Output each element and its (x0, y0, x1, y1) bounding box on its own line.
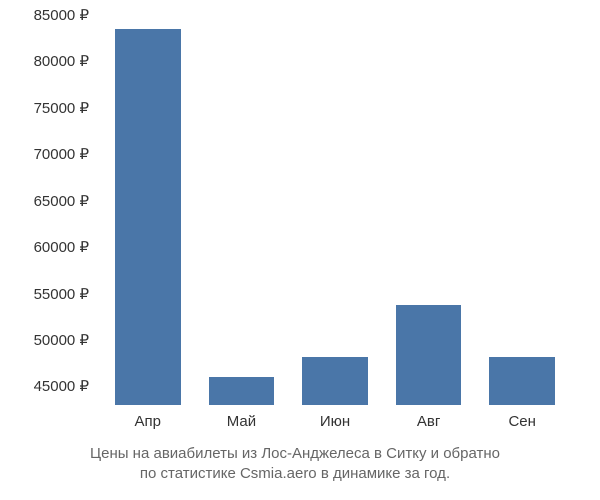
x-tick-label: Июн (288, 405, 382, 430)
x-axis: АпрМайИюнАвгСен (95, 405, 575, 430)
bars-container (95, 15, 575, 405)
y-tick-label: 50000 ₽ (34, 331, 89, 349)
bar-slot (382, 15, 476, 405)
bar-slot (101, 15, 195, 405)
y-axis: 45000 ₽ 50000 ₽ 55000 ₽ 60000 ₽ 65000 ₽ 70000… (15, 15, 95, 405)
bar (396, 305, 462, 405)
x-tick-label: Май (195, 405, 289, 430)
caption-line-2: по статистике Csmia.aero в динамике за г… (140, 465, 450, 482)
y-tick-label: 80000 ₽ (34, 52, 89, 70)
bar-slot (195, 15, 289, 405)
bar (489, 357, 555, 405)
plot-area (95, 15, 575, 405)
plot-region: 45000 ₽ 50000 ₽ 55000 ₽ 60000 ₽ 65000 ₽ 70000… (15, 15, 575, 405)
caption-line-1: Цены на авиабилеты из Лос-Анджелеса в Си… (90, 445, 500, 462)
x-tick-label: Сен (475, 405, 569, 430)
price-chart: 45000 ₽ 50000 ₽ 55000 ₽ 60000 ₽ 65000 ₽ 70000… (0, 0, 600, 500)
chart-caption: Цены на авиабилеты из Лос-Анджелеса в Си… (15, 444, 575, 485)
y-tick-label: 60000 ₽ (34, 238, 89, 256)
bar-slot (475, 15, 569, 405)
bar (115, 29, 181, 405)
y-tick-label: 85000 ₽ (34, 6, 89, 24)
bar-slot (288, 15, 382, 405)
x-tick-label: Авг (382, 405, 476, 430)
bar (302, 357, 368, 405)
y-tick-label: 65000 ₽ (34, 192, 89, 210)
x-tick-label: Апр (101, 405, 195, 430)
y-tick-label: 55000 ₽ (34, 285, 89, 303)
y-tick-label: 45000 ₽ (34, 377, 89, 395)
y-tick-label: 70000 ₽ (34, 145, 89, 163)
bar (209, 377, 275, 405)
y-tick-label: 75000 ₽ (34, 99, 89, 117)
